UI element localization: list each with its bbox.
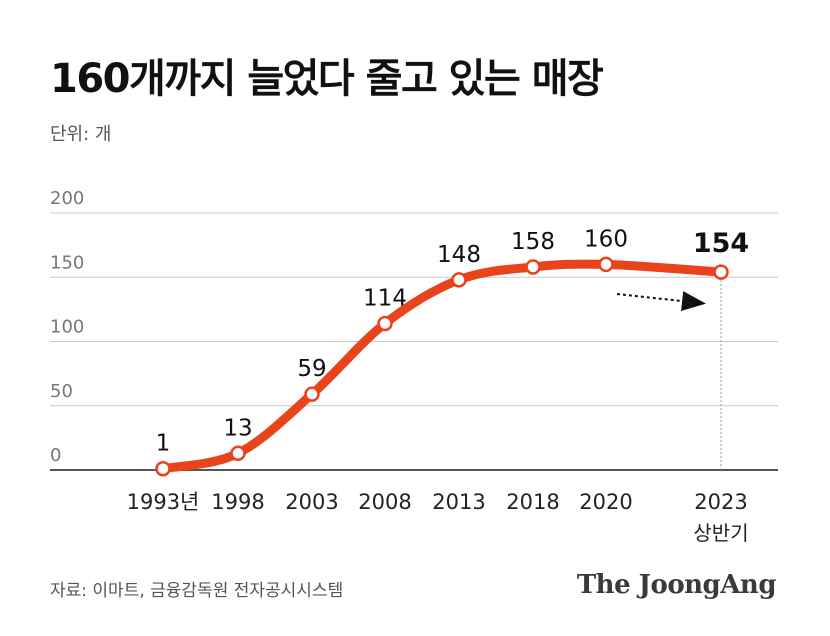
x-tick-label: 2008 [358, 490, 411, 514]
y-tick-label: 0 [50, 445, 61, 466]
data-point [230, 445, 246, 462]
y-tick-label: 100 [50, 317, 84, 338]
x-tick-label: 2003 [285, 490, 338, 514]
data-label: 148 [437, 242, 481, 268]
source-note: 자료: 이마트, 금융감독원 전자공시시스템 [50, 581, 344, 601]
data-label: 154 [693, 228, 749, 259]
x-tick-label: 2020 [579, 490, 632, 514]
x-tick-sublabel: 상반기 [693, 521, 748, 545]
x-tick-label: 1998 [211, 490, 264, 514]
data-point [304, 386, 320, 402]
y-tick-label: 50 [50, 381, 73, 402]
data-point [451, 272, 467, 288]
data-point [713, 264, 729, 280]
x-tick-label: 2023 [694, 490, 747, 514]
data-point [377, 315, 393, 332]
trend-arrow [616, 291, 706, 312]
unit-label: 단위: 개 [50, 124, 112, 145]
data-label: 160 [584, 226, 628, 252]
data-label: 1 [156, 431, 171, 457]
data-label: 59 [297, 356, 326, 382]
data-label: 114 [363, 286, 407, 312]
x-tick-label: 2018 [506, 490, 559, 514]
data-point [598, 256, 614, 273]
y-tick-label: 200 [50, 188, 84, 209]
data-label: 13 [223, 415, 252, 441]
chart-title: 160개까지 늘었다 줄고 있는 매장 [50, 56, 604, 102]
data-point [525, 259, 541, 275]
x-tick-label: 1993년 [127, 490, 200, 514]
x-tick-label: 2013 [432, 490, 485, 514]
brand-logo: The JoongAng [576, 570, 777, 600]
y-tick-label: 150 [50, 252, 84, 273]
data-point [155, 460, 171, 477]
data-label: 158 [511, 229, 555, 255]
